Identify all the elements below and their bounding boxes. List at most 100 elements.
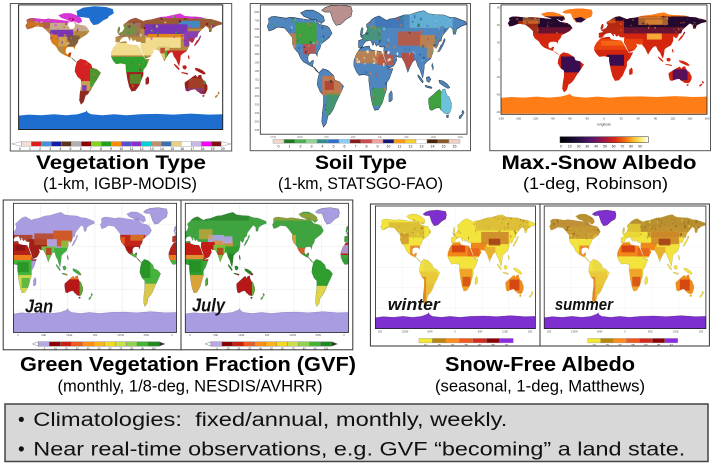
svg-text:40: 40 (594, 144, 598, 148)
svg-text:20: 20 (618, 344, 622, 348)
svg-text:0: 0 (343, 333, 345, 337)
svg-text:15: 15 (437, 344, 441, 348)
svg-text:10N: 10N (255, 69, 260, 73)
svg-text:Near real-time observations, e: Near real-time observations, e.g. GVF “b… (33, 439, 685, 460)
svg-text:35: 35 (657, 344, 661, 348)
svg-text:(1-km, STATSGO-FAO): (1-km, STATSGO-FAO) (278, 175, 443, 193)
svg-text:10: 10 (387, 145, 391, 149)
svg-text:60: 60 (497, 23, 501, 27)
svg-text:40: 40 (87, 346, 90, 350)
svg-text:50: 50 (98, 346, 101, 350)
svg-text:40: 40 (505, 344, 509, 348)
svg-text:100: 100 (324, 346, 329, 350)
svg-text:-60: -60 (496, 93, 500, 97)
svg-text:60: 60 (108, 346, 111, 350)
svg-text:-90: -90 (550, 117, 555, 121)
svg-text:120W: 120W (297, 137, 304, 139)
svg-text:12: 12 (140, 147, 144, 151)
svg-text:70: 70 (292, 346, 295, 350)
svg-text:25: 25 (631, 344, 635, 348)
svg-text:80: 80 (629, 144, 633, 148)
svg-text:10: 10 (226, 346, 229, 350)
svg-text:-150: -150 (515, 117, 521, 121)
svg-text:120W: 120W (289, 333, 296, 337)
svg-text:120E: 120E (66, 333, 72, 337)
svg-text:0: 0 (278, 145, 280, 149)
svg-text:3: 3 (311, 145, 313, 149)
svg-text:20: 20 (221, 147, 225, 151)
svg-text:20N: 20N (255, 61, 260, 65)
svg-text:70: 70 (119, 346, 122, 350)
svg-text:0: 0 (216, 346, 218, 350)
svg-text:0: 0 (44, 346, 46, 350)
svg-text:0: 0 (189, 333, 191, 337)
svg-text:60W: 60W (316, 333, 322, 337)
svg-text:50: 50 (603, 144, 607, 148)
svg-text:20: 20 (237, 346, 240, 350)
svg-text:40S: 40S (255, 111, 260, 115)
svg-text:60E: 60E (478, 329, 483, 333)
svg-text:7: 7 (90, 147, 92, 151)
svg-text:•: • (18, 439, 25, 460)
svg-text:(monthly, 1/8-deg, NESDIS/AVHR: (monthly, 1/8-deg, NESDIS/AVHRR) (58, 378, 323, 396)
svg-text:30: 30 (497, 40, 501, 44)
svg-text:6: 6 (344, 145, 346, 149)
svg-text:16: 16 (453, 145, 457, 149)
svg-text:5: 5 (70, 147, 72, 151)
svg-text:10: 10 (119, 147, 123, 151)
svg-text:40: 40 (259, 346, 262, 350)
svg-text:(1-km, IGBP-MODIS): (1-km, IGBP-MODIS) (43, 175, 197, 193)
svg-text:-30: -30 (496, 75, 500, 79)
svg-text:60: 60 (281, 346, 284, 350)
svg-text:20: 20 (451, 344, 455, 348)
svg-text:Vegetation Type: Vegetation Type (36, 153, 206, 174)
svg-text:July: July (192, 296, 226, 316)
svg-text:-30: -30 (585, 117, 590, 121)
svg-text:80E: 80E (405, 137, 410, 139)
svg-text:EQ: EQ (256, 77, 260, 81)
svg-text:120E: 120E (673, 329, 679, 333)
svg-text:Climatologies: fixed/annual,: Climatologies: fixed/annual, monthly, we… (33, 410, 507, 431)
svg-text:120E: 120E (238, 333, 244, 337)
svg-text:Max.-Snow Albedo: Max.-Snow Albedo (502, 153, 697, 174)
svg-text:Snow-Free Albedo: Snow-Free Albedo (445, 354, 635, 376)
svg-text:60: 60 (612, 144, 616, 148)
svg-text:17: 17 (191, 147, 195, 151)
svg-text:30N: 30N (255, 52, 260, 56)
svg-text:30: 30 (478, 344, 482, 348)
svg-text:0: 0 (454, 329, 456, 333)
svg-text:0: 0 (171, 333, 173, 337)
svg-text:6: 6 (80, 147, 82, 151)
svg-text:50S: 50S (255, 120, 260, 124)
svg-text:150: 150 (687, 117, 692, 121)
svg-text:winter: winter (388, 295, 441, 314)
svg-text:60E: 60E (213, 333, 218, 337)
svg-text:7: 7 (355, 145, 357, 149)
svg-text:35: 35 (491, 344, 495, 348)
svg-text:1: 1 (289, 145, 291, 149)
svg-text:30: 30 (76, 346, 79, 350)
svg-text:20: 20 (65, 346, 68, 350)
svg-text:20W: 20W (351, 137, 357, 139)
svg-text:180: 180 (93, 333, 98, 337)
svg-text:10: 10 (592, 344, 596, 348)
svg-text:1: 1 (29, 147, 31, 151)
svg-text:40: 40 (670, 344, 674, 348)
svg-text:130E: 130E (431, 137, 437, 139)
svg-text:0: 0 (560, 144, 562, 148)
svg-text:120E: 120E (502, 329, 508, 333)
svg-text:9: 9 (110, 147, 112, 151)
svg-text:2: 2 (300, 145, 302, 149)
svg-text:0: 0 (498, 58, 500, 62)
svg-text:•: • (18, 410, 25, 431)
svg-text:90: 90 (314, 346, 317, 350)
svg-text:120W: 120W (402, 329, 409, 333)
svg-text:90: 90 (497, 6, 501, 10)
svg-text:18: 18 (201, 147, 205, 151)
svg-text:summer: summer (555, 295, 614, 314)
svg-text:-60: -60 (568, 117, 573, 121)
svg-text:-180: -180 (498, 117, 504, 121)
svg-text:30: 30 (248, 346, 251, 350)
svg-text:8: 8 (100, 147, 102, 151)
svg-text:100: 100 (151, 346, 156, 350)
